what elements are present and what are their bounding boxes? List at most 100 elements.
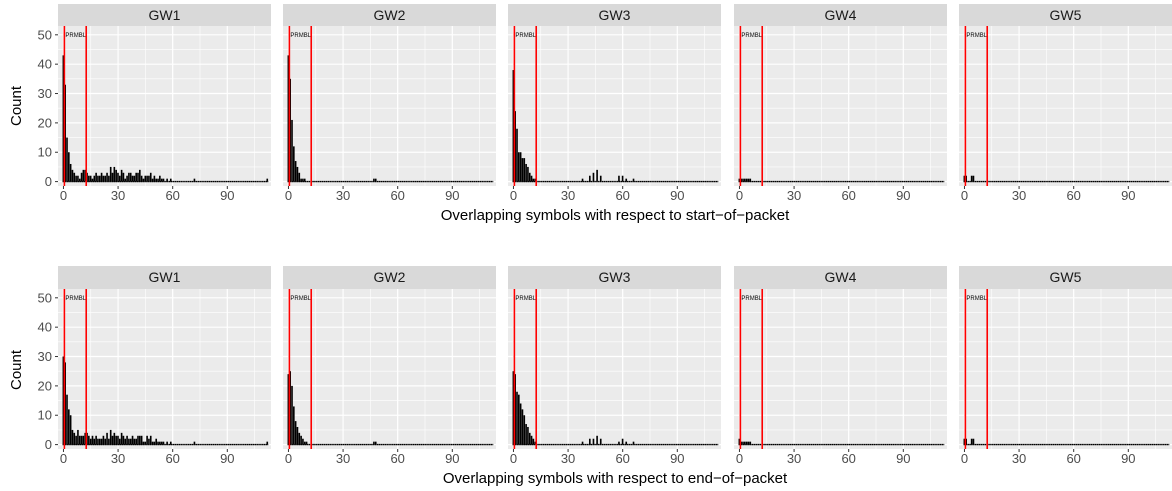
histogram-bar [124,438,127,445]
histogram-bar [287,55,290,182]
histogram-bar [296,426,299,445]
histogram-bar [169,178,172,182]
x-tick-label: 30 [336,188,350,203]
panel-background [508,26,721,186]
histogram-bar [139,169,141,182]
histogram-bar [133,175,136,182]
histogram-bar [621,438,624,445]
histogram-bar [618,441,620,445]
histogram-bar [747,178,750,182]
histogram-bar [100,438,103,445]
histogram-bar [98,175,101,182]
histogram-bar [126,435,128,445]
histogram-bar [291,385,293,445]
facet-panel-gw2: GW2 PRMBL 0 30 60 90 [283,4,496,203]
histogram-bar [532,438,535,445]
histogram-bar [162,441,165,445]
histogram-bar [77,175,79,182]
histogram-bar [532,178,535,182]
histogram-bar [965,175,967,182]
histogram-bar [166,178,168,182]
histogram-bar [149,435,152,445]
histogram-bar [965,438,967,445]
x-tick-label: 90 [445,188,459,203]
histogram-bar [749,441,752,445]
histogram-bar [77,429,79,445]
histogram-bar [111,172,114,182]
histogram-bar [128,438,130,445]
histogram-bar [193,441,196,445]
facet-strip [58,266,271,289]
facet-panel-gw3: GW3 PRMBL 0 30 60 90 [508,4,721,203]
x-tick-label: 90 [1121,451,1135,466]
histogram-bar [596,169,598,182]
histogram-bar [298,432,301,445]
histogram-bar [78,435,81,445]
histogram-bar [71,429,74,445]
facet-panel-gw1: GW1 PRMBL 0 30 60 90 0 10 20 30 40 50 [38,266,271,466]
x-tick-label: 30 [561,188,575,203]
histogram-bar [86,172,88,182]
panel-background [58,289,271,449]
x-tick-label: 30 [336,451,350,466]
x-tick-label: 0 [961,451,968,466]
histogram-bar [534,178,537,182]
x-tick-label: 30 [111,188,125,203]
y-tick-label: 0 [45,174,52,189]
y-tick-label: 40 [38,57,52,72]
x-tick-label: 30 [561,451,575,466]
x-tick-label: 0 [285,451,292,466]
histogram-bar [115,169,117,182]
panel-background [283,26,496,186]
histogram-bar [135,172,137,182]
x-tick-label: 60 [615,451,629,466]
histogram-bar [193,178,196,182]
histogram-bar [589,438,591,445]
histogram-bar [120,169,123,182]
histogram-bar [122,172,125,182]
histogram-bar [146,175,148,182]
histogram-bar [303,441,306,445]
y-tick-label: 20 [38,115,52,130]
histogram-bar [166,441,168,445]
facet-strip-label: GW4 [825,7,857,23]
histogram-bar [972,175,975,182]
histogram-bar [744,441,746,445]
histogram-bar [144,441,147,445]
histogram-bar [169,441,172,445]
histogram-bar [108,175,110,182]
histogram-bar [159,175,161,182]
histogram-bar [155,438,158,445]
histogram-bar [137,172,139,182]
histogram-bar [963,175,966,182]
facet-strip [734,266,947,289]
x-axis-title: Overlapping symbols with respect to star… [441,207,790,224]
histogram-bar [742,441,744,445]
histogram-bar [117,172,119,182]
y-tick-label: 40 [38,320,52,335]
histogram-bar [148,438,150,445]
prmbl-annotation: PRMBL [741,296,762,302]
histogram-bar [747,441,750,445]
histogram-bar [146,435,148,445]
x-tick-label: 0 [60,451,67,466]
histogram-bar [528,172,531,182]
facet-strip [959,4,1172,26]
histogram-bar [86,432,88,445]
histogram-bar [84,169,87,182]
histogram-bar [632,178,635,182]
histogram-bar [115,435,117,445]
histogram-bar [108,438,110,445]
x-tick-label: 30 [1012,188,1026,203]
histogram-bar [82,169,85,182]
x-tick-label: 0 [961,188,968,203]
y-tick-label: 50 [38,27,52,42]
histogram-bar [102,435,105,445]
x-tick-label: 0 [510,451,517,466]
histogram-bar [970,438,973,445]
x-tick-label: 90 [1121,188,1135,203]
histogram-bar [289,371,291,445]
histogram-bar [159,441,161,445]
histogram-bar [294,421,297,445]
x-tick-label: 60 [390,188,404,203]
